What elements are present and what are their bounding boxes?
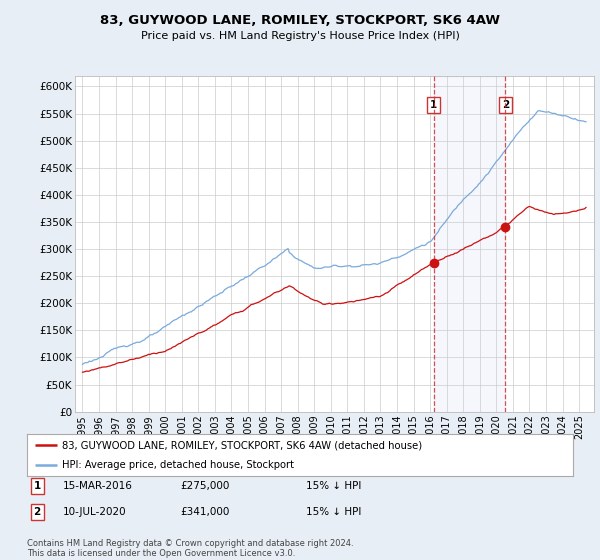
Text: £341,000: £341,000 (180, 507, 229, 517)
Text: 2: 2 (502, 100, 509, 110)
Bar (434, 76, 505, 412)
Text: 15% ↓ HPI: 15% ↓ HPI (306, 481, 361, 491)
Text: 10-JUL-2020: 10-JUL-2020 (63, 507, 127, 517)
Text: HPI: Average price, detached house, Stockport: HPI: Average price, detached house, Stoc… (62, 460, 295, 470)
Text: Price paid vs. HM Land Registry's House Price Index (HPI): Price paid vs. HM Land Registry's House … (140, 31, 460, 41)
Text: 83, GUYWOOD LANE, ROMILEY, STOCKPORT, SK6 4AW: 83, GUYWOOD LANE, ROMILEY, STOCKPORT, SK… (100, 14, 500, 27)
Text: 1: 1 (430, 100, 437, 110)
Text: 2: 2 (34, 507, 41, 517)
Text: 1: 1 (34, 481, 41, 491)
Text: 15-MAR-2016: 15-MAR-2016 (63, 481, 133, 491)
Text: Contains HM Land Registry data © Crown copyright and database right 2024.
This d: Contains HM Land Registry data © Crown c… (27, 539, 353, 558)
Text: £275,000: £275,000 (180, 481, 229, 491)
Text: 83, GUYWOOD LANE, ROMILEY, STOCKPORT, SK6 4AW (detached house): 83, GUYWOOD LANE, ROMILEY, STOCKPORT, SK… (62, 440, 422, 450)
Text: 15% ↓ HPI: 15% ↓ HPI (306, 507, 361, 517)
